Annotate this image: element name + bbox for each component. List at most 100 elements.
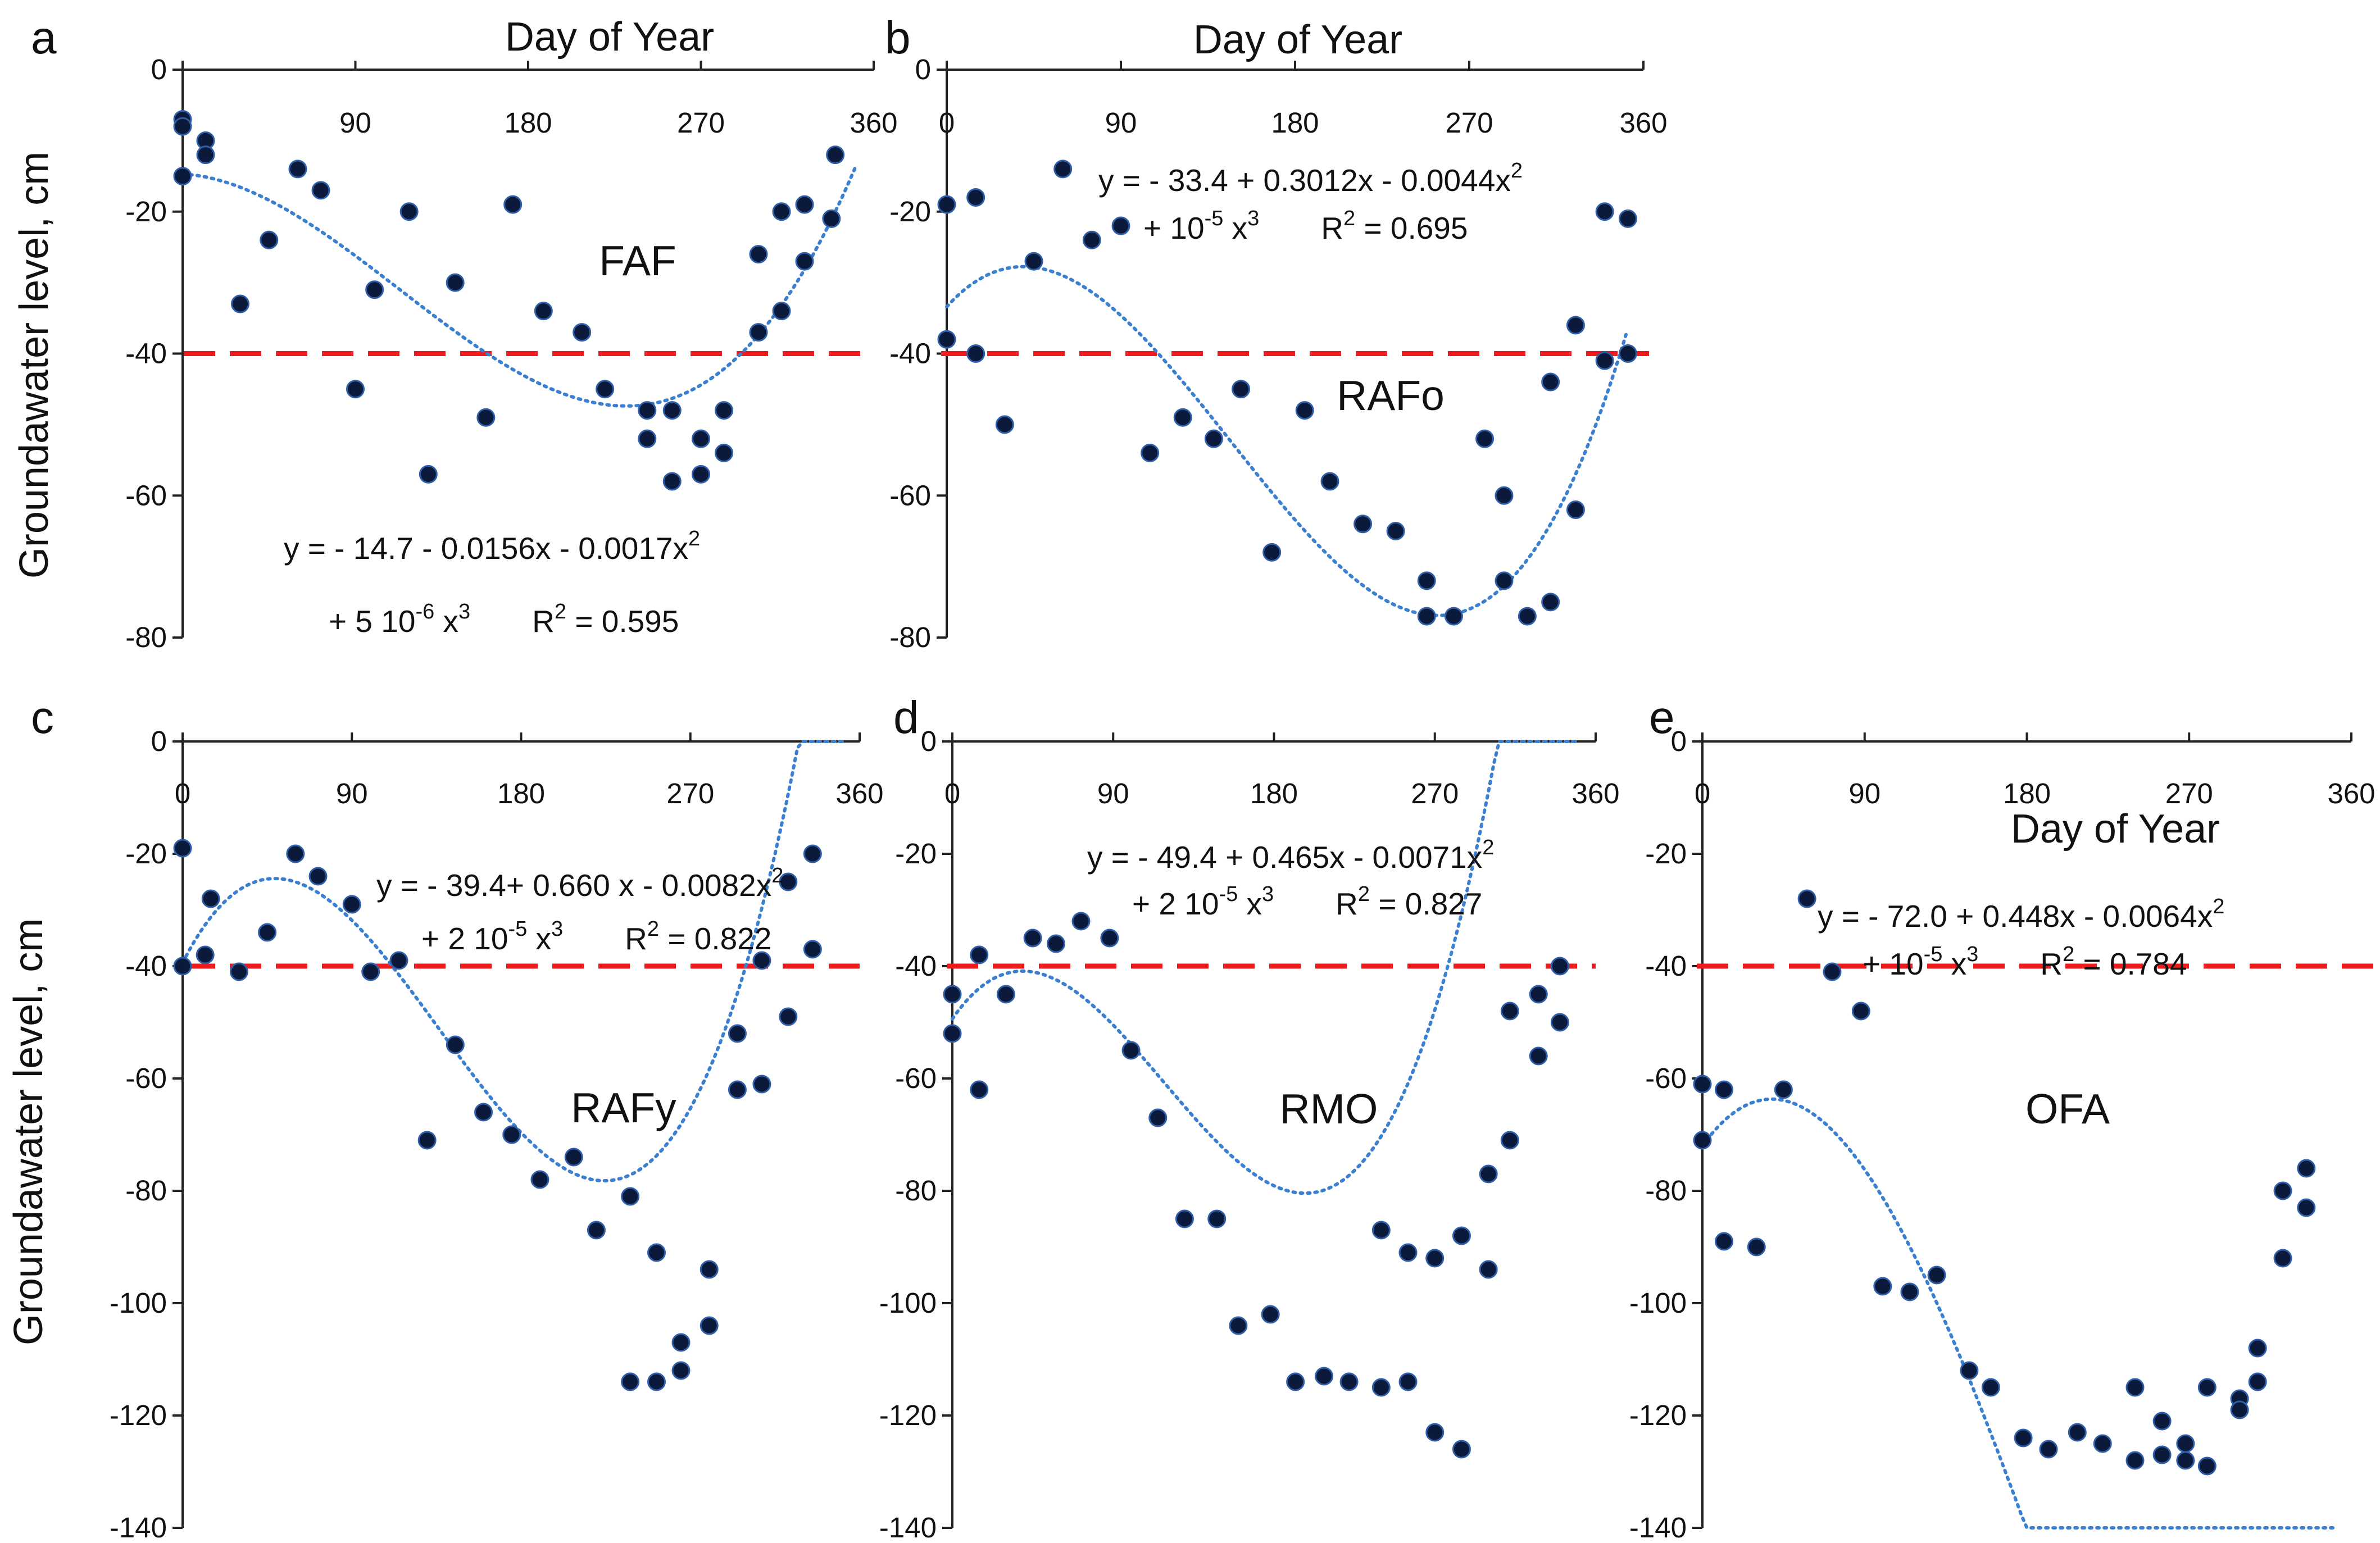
y-tick-label: 0 bbox=[921, 725, 937, 757]
data-point bbox=[2125, 1378, 2145, 1397]
y-tick-label: -120 bbox=[110, 1399, 167, 1431]
data-point bbox=[752, 1075, 771, 1094]
data-point bbox=[779, 872, 798, 891]
data-point bbox=[1693, 1131, 1712, 1150]
data-point bbox=[1566, 316, 1585, 335]
data-point bbox=[1715, 1080, 1733, 1099]
data-point bbox=[1398, 1243, 1418, 1262]
data-point bbox=[779, 1007, 798, 1026]
data-point bbox=[1529, 1046, 1548, 1066]
data-point bbox=[564, 1148, 583, 1167]
x-tick-label: 0 bbox=[944, 777, 960, 809]
data-point bbox=[1071, 912, 1091, 931]
data-point bbox=[2248, 1372, 2267, 1391]
data-point bbox=[1175, 1209, 1194, 1228]
x-tick-label: 360 bbox=[835, 777, 883, 809]
data-point bbox=[1141, 443, 1160, 462]
panel-series-name: OFA bbox=[2025, 1085, 2110, 1132]
data-point bbox=[173, 167, 192, 186]
equation-line-1: y = - 72.0 + 0.448x - 0.0064x2 bbox=[1818, 895, 2224, 934]
y-tick-label: -120 bbox=[879, 1399, 937, 1431]
x-tick-label: 180 bbox=[497, 777, 545, 809]
y-tick-label: -60 bbox=[889, 479, 931, 511]
data-point bbox=[1541, 372, 1560, 392]
y-axis-title: Groundawater level, cm bbox=[6, 918, 51, 1345]
data-point bbox=[1747, 1237, 1766, 1257]
equation-line-2: + 5 10-6 x3 R2 = 0.595 bbox=[329, 600, 679, 639]
data-point bbox=[1204, 429, 1223, 448]
data-point bbox=[1693, 1075, 1712, 1094]
data-point bbox=[2014, 1428, 2033, 1448]
equation-line-2: + 10-5 x3 R2 = 0.784 bbox=[1863, 943, 2187, 981]
data-point bbox=[621, 1187, 640, 1206]
x-tick-label: 90 bbox=[1097, 777, 1129, 809]
data-point bbox=[1452, 1440, 1471, 1459]
data-point bbox=[803, 940, 822, 959]
data-point bbox=[419, 465, 438, 484]
x-axis-title: Day of Year bbox=[505, 15, 714, 60]
data-point bbox=[196, 145, 215, 165]
data-point bbox=[530, 1170, 549, 1189]
data-point bbox=[502, 1125, 521, 1144]
x-axis-title: Day of Year bbox=[2011, 807, 2220, 852]
data-point bbox=[596, 380, 615, 399]
data-point bbox=[772, 302, 791, 321]
data-point bbox=[1315, 1367, 1334, 1386]
x-tick-label: 270 bbox=[1445, 107, 1493, 139]
data-point bbox=[1232, 380, 1251, 399]
data-point bbox=[1479, 1260, 1498, 1279]
y-tick-label: -20 bbox=[895, 838, 937, 870]
data-point bbox=[749, 323, 768, 342]
data-point bbox=[1046, 934, 1065, 953]
data-point bbox=[715, 401, 733, 420]
data-point bbox=[2197, 1378, 2217, 1397]
data-point bbox=[1479, 1164, 1498, 1184]
data-point bbox=[2230, 1400, 2249, 1419]
data-point bbox=[1444, 607, 1463, 626]
data-point bbox=[361, 962, 380, 981]
data-point bbox=[2152, 1445, 2172, 1464]
data-point bbox=[1398, 1372, 1418, 1391]
data-point bbox=[2273, 1249, 2292, 1268]
data-point bbox=[229, 962, 248, 981]
equation-line-1: y = - 14.7 - 0.0156x - 0.0017x2 bbox=[284, 527, 700, 566]
y-tick-label: -140 bbox=[1629, 1512, 1687, 1543]
data-point bbox=[715, 443, 733, 462]
y-tick-label: -20 bbox=[1645, 838, 1687, 870]
data-point bbox=[1541, 593, 1560, 612]
data-point bbox=[1495, 571, 1514, 590]
data-point bbox=[1417, 607, 1436, 626]
y-tick-label: -80 bbox=[125, 1175, 167, 1207]
data-point bbox=[346, 380, 365, 399]
data-point bbox=[662, 472, 682, 491]
x-tick-label: 0 bbox=[1695, 777, 1710, 809]
data-point bbox=[1981, 1378, 2000, 1397]
data-point bbox=[446, 1035, 465, 1054]
data-point bbox=[1518, 607, 1537, 626]
x-tick-label: 90 bbox=[336, 777, 368, 809]
data-point bbox=[1207, 1209, 1227, 1228]
data-point bbox=[1100, 928, 1119, 948]
data-point bbox=[1371, 1221, 1391, 1240]
equation-line-2: + 2 10-5 x3 R2 = 0.827 bbox=[1132, 882, 1482, 921]
y-tick-label: -60 bbox=[895, 1062, 937, 1094]
data-point bbox=[1500, 1131, 1519, 1150]
data-point bbox=[399, 202, 419, 221]
data-point bbox=[772, 202, 791, 221]
x-tick-label: 270 bbox=[677, 107, 725, 139]
data-point bbox=[638, 429, 657, 448]
y-tick-label: -40 bbox=[895, 950, 937, 982]
x-tick-label: 270 bbox=[666, 777, 714, 809]
y-tick-label: 0 bbox=[151, 53, 167, 85]
x-tick-label: 90 bbox=[1848, 777, 1881, 809]
data-point bbox=[260, 230, 279, 249]
y-tick-label: 0 bbox=[915, 53, 931, 85]
data-point bbox=[446, 273, 465, 292]
data-point bbox=[474, 1103, 493, 1122]
data-point bbox=[1286, 1372, 1305, 1391]
data-point bbox=[1371, 1378, 1391, 1397]
data-point bbox=[2039, 1440, 2058, 1459]
data-point bbox=[995, 415, 1014, 434]
data-point bbox=[621, 1372, 640, 1391]
data-point bbox=[2197, 1456, 2217, 1476]
